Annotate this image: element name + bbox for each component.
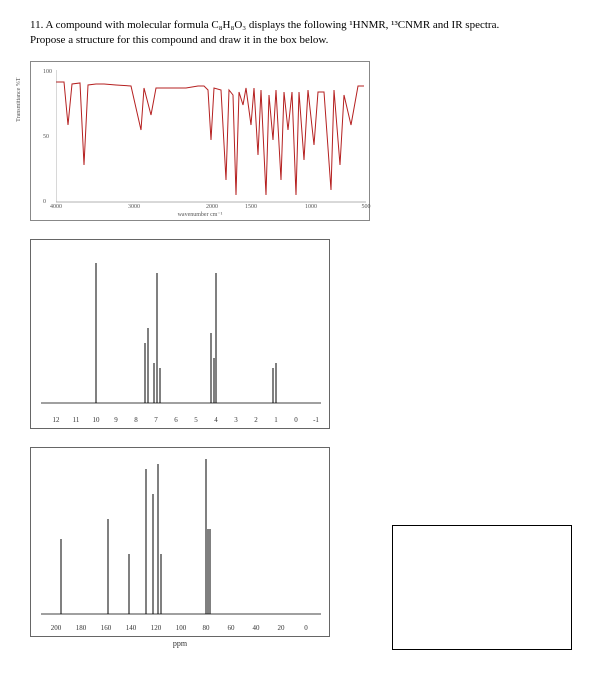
hnmr-xtick: 3 xyxy=(234,416,238,424)
cnmr-xtick: 40 xyxy=(253,624,260,632)
question-line2: Propose a structure for this compound an… xyxy=(30,34,328,46)
ir-ytick: 0 xyxy=(43,199,46,205)
hnmr-xtick: 4 xyxy=(214,416,218,424)
cnmr-spectrum-panel: 200180160140120100806040200 ppm xyxy=(30,447,330,637)
hnmr-xtick: 11 xyxy=(73,416,80,424)
cnmr-xtick: 20 xyxy=(278,624,285,632)
hnmr-spectrum-panel: 1211109876543210-1 xyxy=(30,239,330,429)
hnmr-xtick: 6 xyxy=(174,416,178,424)
hnmr-xtick: 10 xyxy=(93,416,100,424)
hnmr-xtick: 0 xyxy=(294,416,298,424)
cnmr-xtick: 180 xyxy=(76,624,87,632)
hnmr-xtick: 8 xyxy=(134,416,138,424)
cnmr-x-axis-label: ppm xyxy=(173,639,187,648)
question-number: 11. xyxy=(30,19,43,31)
cnmr-xtick: 120 xyxy=(151,624,162,632)
cnmr-xtick: 200 xyxy=(51,624,62,632)
cnmr-xtick: 100 xyxy=(176,624,187,632)
hnmr-xtick: 12 xyxy=(53,416,60,424)
hnmr-xtick: 7 xyxy=(154,416,158,424)
question-text: 11. A compound with molecular formula C₈… xyxy=(30,18,572,49)
hnmr-xtick: 5 xyxy=(194,416,198,424)
ir-xtick: 1000 xyxy=(305,204,317,210)
cnmr-xtick: 60 xyxy=(228,624,235,632)
hnmr-plot xyxy=(41,248,321,413)
cnmr-xtick: 140 xyxy=(126,624,137,632)
hnmr-xtick: 2 xyxy=(254,416,258,424)
cnmr-xtick: 80 xyxy=(203,624,210,632)
cnmr-plot xyxy=(41,456,321,621)
ir-y-axis-label: Transmittance %T xyxy=(16,77,22,121)
ir-xtick: 1500 xyxy=(245,204,257,210)
ir-plot xyxy=(56,70,366,205)
ir-ytick: 100 xyxy=(43,69,52,75)
ir-xtick: 3000 xyxy=(128,204,140,210)
ir-x-axis-label: wavenumber cm⁻¹ xyxy=(178,211,223,218)
answer-box[interactable] xyxy=(392,525,572,650)
hnmr-xtick: -1 xyxy=(313,416,319,424)
cnmr-xtick: 160 xyxy=(101,624,112,632)
ir-xtick: 500 xyxy=(362,204,371,210)
hnmr-xtick: 1 xyxy=(274,416,278,424)
cnmr-xtick: 0 xyxy=(304,624,308,632)
ir-spectrum-panel: Transmittance %T 40003000200015001000500… xyxy=(30,61,370,221)
hnmr-xtick: 9 xyxy=(114,416,118,424)
ir-xtick: 2000 xyxy=(206,204,218,210)
question-line1: A compound with molecular formula C₈H₈O₃… xyxy=(46,19,500,31)
ir-xtick: 4000 xyxy=(50,204,62,210)
ir-ytick: 50 xyxy=(43,134,49,140)
